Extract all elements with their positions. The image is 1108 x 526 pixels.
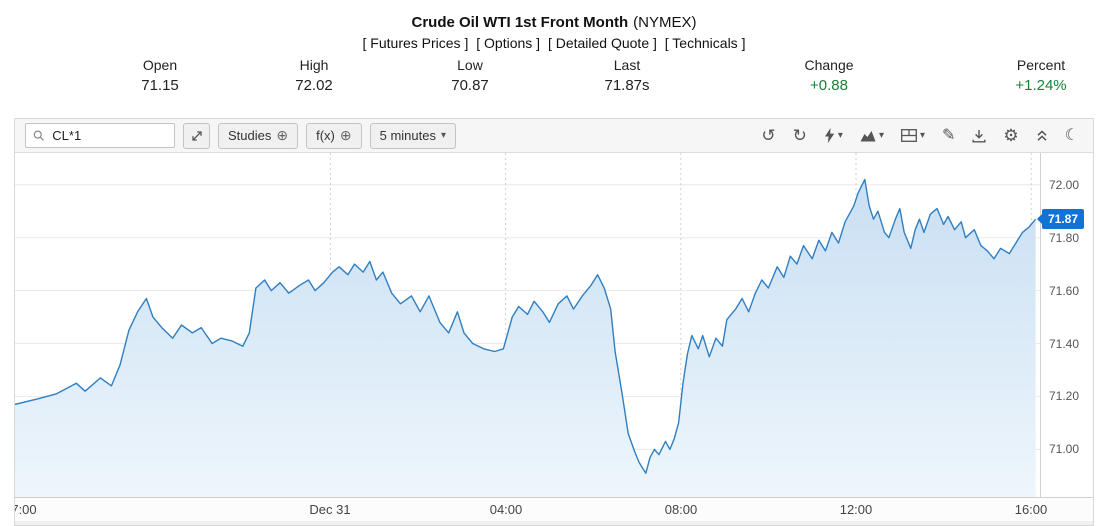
draw-pencil-icon[interactable]: ✎ [942,126,956,144]
x-axis-label: 7:00 [15,502,37,517]
price-axis[interactable]: 71.87 71.00 71.20 71.40 71.60 71.80 72.00 [1041,153,1093,497]
y-axis-label: 71.20 [1049,389,1080,403]
chart-toolbar: Studies ⊕ f(x) ⊕ 5 minutes ▾ ↺ ↻ ▾ [15,119,1093,153]
stat-last-label: Last [613,57,641,73]
layout-dropdown[interactable]: ▾ [901,129,925,142]
y-axis-label: 71.60 [1049,284,1080,298]
symbol-search-box[interactable] [25,123,175,148]
plus-circle-icon: ⊕ [339,127,352,143]
price-plot-area[interactable] [15,153,1041,497]
redo-icon[interactable]: ↻ [792,126,807,145]
chart-type-dropdown[interactable]: ▾ [860,129,884,142]
symbol-title: Crude Oil WTI 1st Front Month [411,14,629,31]
dark-mode-moon-icon[interactable]: ☾ [1064,126,1079,144]
stat-change-value: +0.88 [810,77,848,94]
widget-footer [15,521,1093,525]
x-axis-label: 08:00 [664,502,698,517]
stat-percent-label: Percent [1016,57,1066,73]
stat-percent-value: +1.24% [1015,77,1067,94]
stat-high: High 72.02 [295,57,333,94]
chart-body: 71.87 71.00 71.20 71.40 71.60 71.80 72.00 [15,153,1093,497]
events-dropdown[interactable]: ▾ [824,128,843,143]
studies-button[interactable]: Studies ⊕ [218,122,299,149]
lightning-icon [824,128,835,143]
download-button[interactable] [972,129,986,143]
search-icon [33,130,44,141]
interval-dropdown[interactable]: 5 minutes ▾ [369,122,457,149]
compare-symbol-button[interactable] [183,122,210,149]
interval-dropdown-label: 5 minutes [379,128,436,143]
stat-change-label: Change [804,57,854,73]
x-axis-label: 12:00 [839,502,873,517]
chart-widget: Studies ⊕ f(x) ⊕ 5 minutes ▾ ↺ ↻ ▾ [14,118,1094,526]
plus-circle-icon: ⊕ [276,127,289,143]
stat-open-label: Open [142,57,178,73]
symbol-search-input[interactable] [50,127,167,144]
functions-button-label: f(x) [316,128,335,143]
download-icon [972,129,986,143]
nav-link-futures-prices[interactable]: [ Futures Prices ] [362,35,469,51]
stat-low: Low 70.87 [451,57,489,94]
stat-low-label: Low [457,57,483,73]
nav-link-technicals[interactable]: [ Technicals ] [664,35,746,51]
price-area-chart[interactable] [15,153,1040,497]
x-axis-label: 04:00 [489,502,523,517]
caret-down-icon: ▾ [919,130,925,141]
functions-button[interactable]: f(x) ⊕ [306,122,362,149]
stat-low-value: 70.87 [451,77,489,94]
area-chart-icon [860,131,876,142]
stat-last: Last 71.87s [604,57,649,94]
last-price-badge: 71.87 [1042,209,1085,229]
stat-high-label: High [299,57,329,73]
time-axis[interactable]: 7:00 Dec 31 04:00 08:00 12:00 16:00 [15,497,1093,521]
stat-open: Open 71.15 [141,57,179,94]
stat-percent: Percent +1.24% [1015,57,1066,94]
y-axis-label: 71.00 [1049,442,1080,456]
y-axis-label: 71.80 [1049,231,1080,245]
x-axis-label: Dec 31 [309,502,351,517]
toolbar-icon-group: ↺ ↻ ▾ ▾ ▾ [761,127,1083,144]
undo-icon[interactable]: ↺ [761,126,776,145]
stat-high-value: 72.02 [295,77,333,94]
double-chevron-up-icon [1037,130,1047,141]
x-axis-label: 16:00 [1014,502,1048,517]
nav-link-options[interactable]: [ Options ] [476,35,541,51]
y-axis-label: 72.00 [1049,178,1080,192]
stat-last-value: 71.87s [604,77,650,94]
nav-link-detailed-quote[interactable]: [ Detailed Quote ] [547,35,657,51]
caret-down-icon: ▾ [441,130,447,141]
expand-icon [191,130,202,141]
caret-down-icon: ▾ [837,130,843,141]
y-axis-label: 71.40 [1049,337,1080,351]
studies-button-label: Studies [228,128,272,143]
stat-open-value: 71.15 [141,77,179,94]
settings-gear-icon[interactable]: ⚙ [1003,126,1019,145]
stat-change: Change +0.88 [804,57,853,94]
quote-nav: [ Futures Prices ] [ Options ] [ Detaile… [0,35,1108,51]
exchange-label: (NYMEX) [633,14,697,31]
page-title: Crude Oil WTI 1st Front Month (NYMEX) [0,14,1108,31]
layout-grid-icon [901,129,917,142]
caret-down-icon: ▾ [878,130,884,141]
collapse-toolbar-button[interactable] [1036,129,1048,142]
